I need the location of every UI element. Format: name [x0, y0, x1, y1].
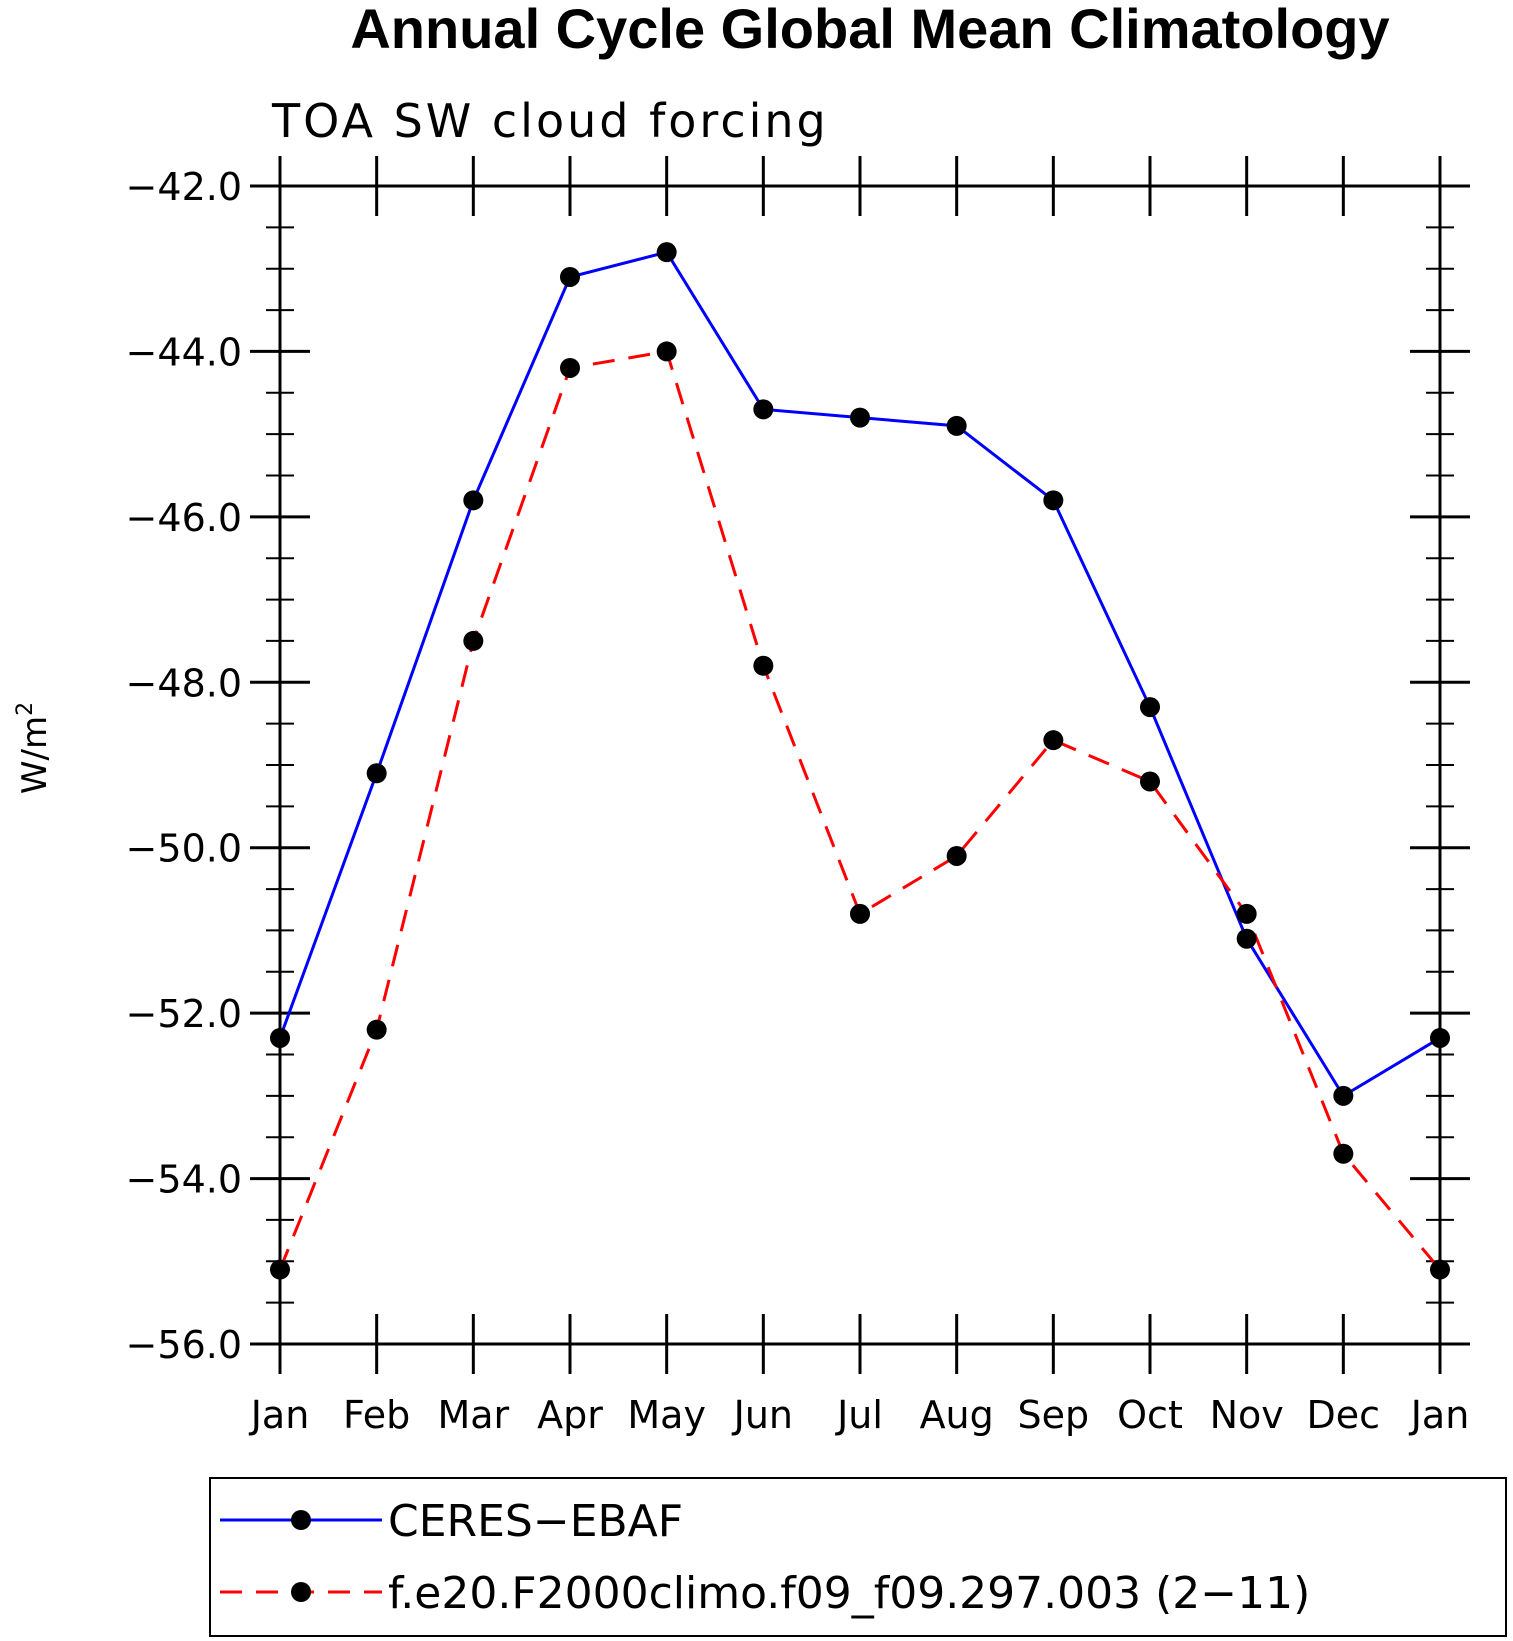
- y-tick-label: −46.0: [126, 496, 242, 540]
- y-tick-label: −52.0: [126, 992, 242, 1036]
- y-axis-label: W/m2: [13, 702, 55, 794]
- x-tick-label: Dec: [1307, 1393, 1381, 1437]
- y-tick-label: −44.0: [126, 330, 242, 374]
- x-tick-label: Feb: [343, 1393, 410, 1437]
- chart-subtitle: TOA SW cloud forcing: [271, 94, 829, 148]
- x-tick-label: Mar: [437, 1393, 509, 1437]
- y-axis-label-superscript: 2: [13, 702, 38, 716]
- series-line-0: [278, 250, 1441, 1098]
- series-line-1: [278, 349, 1442, 1271]
- plot-frame: [278, 184, 1442, 1346]
- legend: CERES−EBAF f.e20.F2000climo.f09_f09.297.…: [209, 1477, 1507, 1637]
- chart-title: Annual Cycle Global Mean Climatology: [350, 0, 1389, 60]
- data-point-1: [560, 357, 580, 378]
- data-point-0: [463, 490, 484, 511]
- y-axis-label-main: W/m: [15, 716, 55, 794]
- legend-box: [209, 1477, 1507, 1637]
- x-tick-label: Apr: [537, 1393, 603, 1437]
- data-point-1: [1333, 1143, 1354, 1164]
- x-tick-label: Jan: [249, 1393, 310, 1437]
- data-point-0: [1236, 928, 1257, 949]
- data-point-1: [463, 630, 484, 651]
- data-point-1: [656, 341, 677, 362]
- data-point-0: [1333, 1085, 1354, 1106]
- data-point-1: [946, 845, 967, 866]
- legend-marker-1: [291, 1582, 311, 1602]
- x-tick-label: Oct: [1117, 1393, 1183, 1437]
- y-tick-label: −48.0: [126, 661, 242, 705]
- x-tick-label: Jun: [732, 1393, 793, 1437]
- y-tick-label: −54.0: [126, 1158, 242, 1202]
- x-tick-label: Sep: [1018, 1393, 1090, 1437]
- series-lines: [278, 250, 1442, 1271]
- data-point-1: [1043, 730, 1064, 751]
- data-point-0: [1140, 697, 1160, 718]
- legend-label-1: f.e20.F2000climo.f09_f09.297.003 (2−11): [388, 1568, 1310, 1619]
- y-tick-label: −50.0: [126, 827, 242, 871]
- x-tick-label: Jul: [835, 1393, 883, 1437]
- legend-marker-0: [291, 1510, 311, 1530]
- x-tick-label: Jan: [1409, 1393, 1470, 1437]
- data-point-0: [946, 415, 967, 436]
- x-tick-labels: Jan Feb Mar Apr May Jun Jul Aug Sep Oct Nov Dec Jan: [249, 1393, 1470, 1437]
- y-tick-label: −56.0: [126, 1323, 242, 1367]
- data-point-0: [753, 399, 774, 420]
- y-tick-labels: −42.0 −44.0 −46.0 −48.0 −50.0 −52.0 −54.0 −56.0: [126, 165, 242, 1367]
- data-point-1: [753, 655, 774, 676]
- data-point-0: [560, 266, 580, 287]
- x-tick-label: May: [627, 1393, 706, 1437]
- data-point-1: [850, 903, 870, 924]
- data-point-1: [366, 1019, 387, 1040]
- x-tick-label: Nov: [1210, 1393, 1284, 1437]
- x-tick-label: Aug: [920, 1393, 994, 1437]
- axis-ticks: [250, 156, 1470, 1374]
- data-point-0: [1043, 490, 1064, 511]
- series-points: [270, 242, 1450, 1280]
- data-point-0: [366, 763, 387, 784]
- y-tick-label: −42.0: [126, 165, 242, 209]
- legend-label-0: CERES−EBAF: [388, 1496, 683, 1547]
- data-point-0: [850, 407, 870, 428]
- data-point-1: [1140, 771, 1160, 792]
- data-point-1: [1236, 903, 1257, 924]
- data-point-0: [656, 242, 677, 263]
